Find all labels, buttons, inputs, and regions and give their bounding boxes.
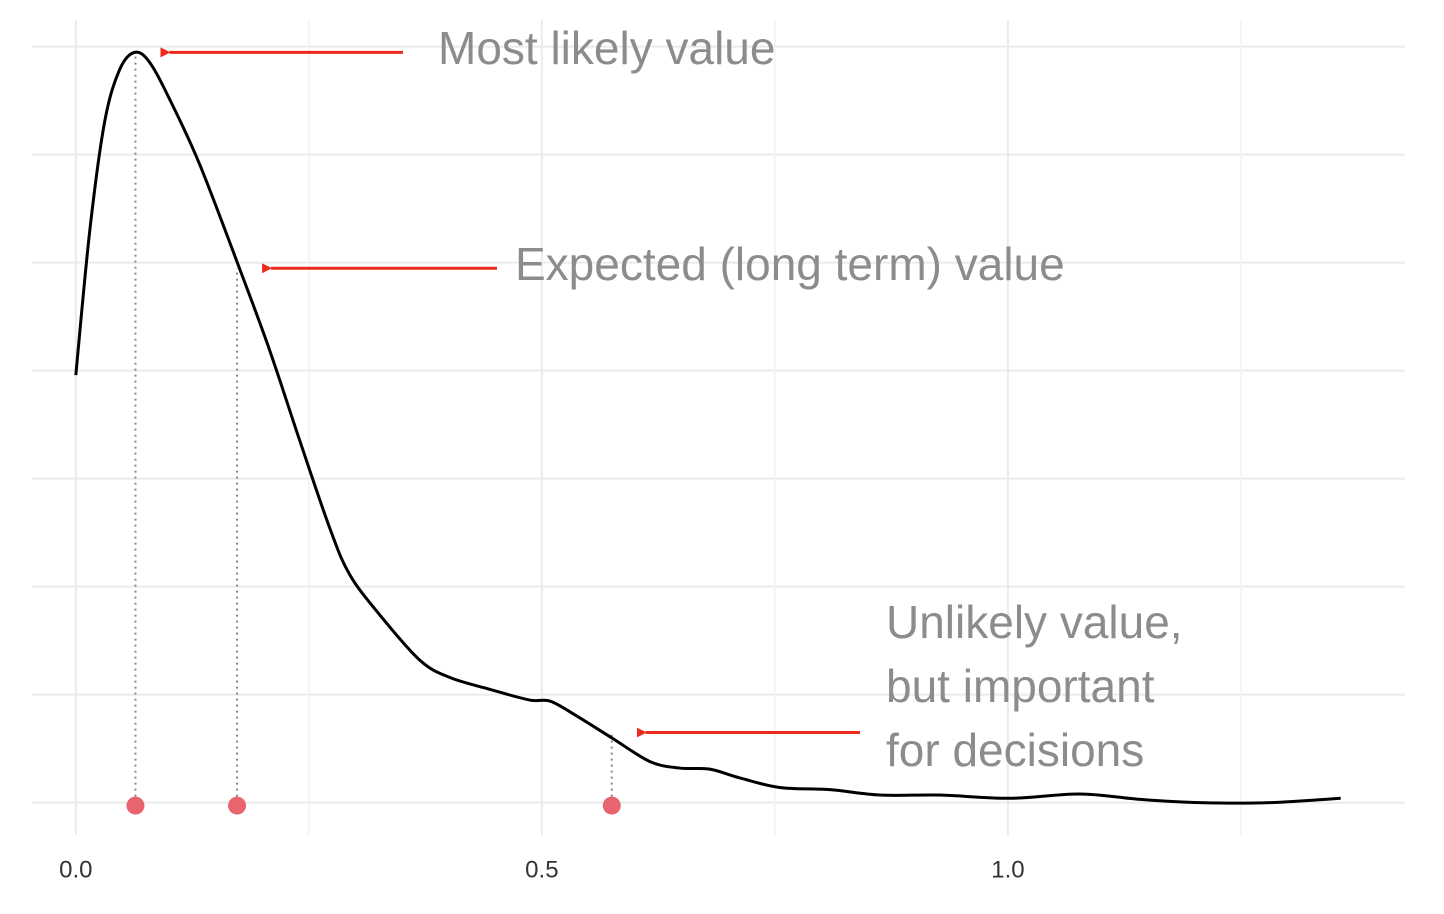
annotation-text: Most likely value: [438, 22, 775, 74]
marker-point: [602, 796, 621, 815]
x-tick-label: 0.0: [59, 856, 92, 883]
annotation-text: Expected (long term) value: [515, 238, 1065, 290]
annotation-text: Unlikely value,: [886, 596, 1183, 648]
marker-point: [126, 796, 145, 815]
x-tick-label: 0.5: [525, 856, 558, 883]
density-line: [74, 50, 1341, 805]
annotation-text: for decisions: [886, 724, 1144, 776]
annotation-text: but important: [886, 660, 1155, 712]
x-tick-label: 1.0: [991, 856, 1024, 883]
marker-point: [228, 796, 247, 815]
